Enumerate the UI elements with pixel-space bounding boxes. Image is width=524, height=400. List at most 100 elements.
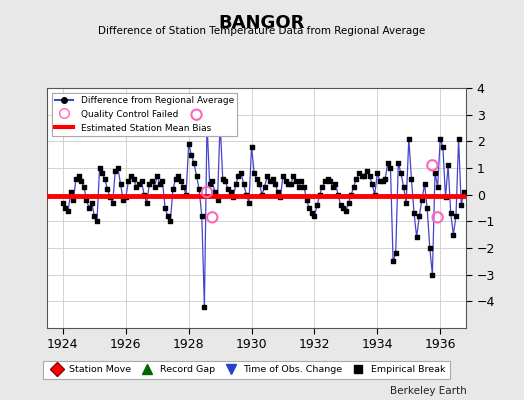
- Point: [274, 189, 282, 195]
- Point: [182, 192, 190, 198]
- Point: [229, 194, 237, 200]
- Point: [368, 181, 376, 187]
- Point: [457, 202, 465, 208]
- Point: [174, 173, 182, 179]
- Point: [101, 176, 109, 182]
- Point: [310, 213, 319, 219]
- Point: [452, 213, 460, 219]
- Point: [339, 205, 347, 211]
- Point: [213, 197, 222, 203]
- Point: [163, 213, 172, 219]
- Point: [116, 181, 125, 187]
- Point: [378, 178, 387, 184]
- Point: [423, 205, 431, 211]
- Point: [441, 194, 450, 200]
- Text: BANGOR: BANGOR: [219, 14, 305, 32]
- Point: [381, 176, 389, 182]
- Point: [177, 178, 185, 184]
- Point: [179, 184, 188, 190]
- Point: [234, 173, 243, 179]
- Point: [64, 208, 72, 214]
- Point: [344, 200, 353, 206]
- Point: [313, 202, 321, 208]
- Point: [82, 197, 91, 203]
- Point: [258, 192, 266, 198]
- Text: Berkeley Earth: Berkeley Earth: [390, 386, 466, 396]
- Point: [108, 200, 117, 206]
- Point: [242, 192, 250, 198]
- Point: [192, 173, 201, 179]
- Point: [119, 197, 127, 203]
- Point: [454, 136, 463, 142]
- Point: [184, 141, 193, 147]
- Point: [77, 178, 85, 184]
- Point: [297, 178, 305, 184]
- Point: [169, 186, 177, 192]
- Point: [255, 181, 264, 187]
- Point: [237, 170, 245, 176]
- Point: [284, 181, 292, 187]
- Point: [428, 272, 436, 278]
- Point: [145, 181, 154, 187]
- Point: [292, 178, 300, 184]
- Point: [171, 176, 180, 182]
- Point: [224, 186, 232, 192]
- Point: [425, 245, 434, 251]
- Point: [156, 181, 164, 187]
- Point: [103, 186, 112, 192]
- Point: [74, 173, 83, 179]
- Point: [260, 184, 269, 190]
- Point: [294, 184, 303, 190]
- Text: Difference of Station Temperature Data from Regional Average: Difference of Station Temperature Data f…: [99, 26, 425, 36]
- Point: [93, 218, 101, 224]
- Point: [433, 184, 442, 190]
- Point: [150, 184, 159, 190]
- Point: [239, 181, 248, 187]
- Point: [67, 189, 75, 195]
- Point: [111, 168, 119, 174]
- Point: [350, 184, 358, 190]
- Point: [127, 173, 135, 179]
- Point: [148, 178, 156, 184]
- Point: [444, 162, 452, 168]
- Point: [397, 170, 405, 176]
- Point: [106, 194, 114, 200]
- Point: [418, 197, 426, 203]
- Point: [263, 173, 271, 179]
- Point: [347, 192, 355, 198]
- Point: [72, 176, 80, 182]
- Point: [271, 181, 279, 187]
- Point: [342, 208, 350, 214]
- Point: [137, 178, 146, 184]
- Point: [300, 184, 308, 190]
- Point: [433, 214, 442, 220]
- Point: [190, 160, 198, 166]
- Point: [187, 152, 195, 158]
- Point: [205, 181, 214, 187]
- Point: [352, 176, 361, 182]
- Point: [334, 192, 342, 198]
- Point: [326, 178, 334, 184]
- Point: [219, 176, 227, 182]
- Point: [85, 205, 93, 211]
- Point: [405, 136, 413, 142]
- Point: [386, 165, 395, 171]
- Point: [391, 250, 400, 256]
- Point: [143, 200, 151, 206]
- Legend: Station Move, Record Gap, Time of Obs. Change, Empirical Break: Station Move, Record Gap, Time of Obs. C…: [43, 361, 450, 379]
- Point: [399, 184, 408, 190]
- Point: [153, 173, 161, 179]
- Point: [95, 165, 104, 171]
- Point: [370, 192, 379, 198]
- Point: [360, 173, 368, 179]
- Point: [355, 170, 363, 176]
- Point: [250, 170, 258, 176]
- Point: [59, 200, 67, 206]
- Point: [318, 184, 326, 190]
- Point: [98, 170, 106, 176]
- Point: [305, 205, 313, 211]
- Point: [203, 120, 211, 126]
- Point: [410, 210, 418, 216]
- Point: [446, 210, 455, 216]
- Point: [412, 234, 421, 240]
